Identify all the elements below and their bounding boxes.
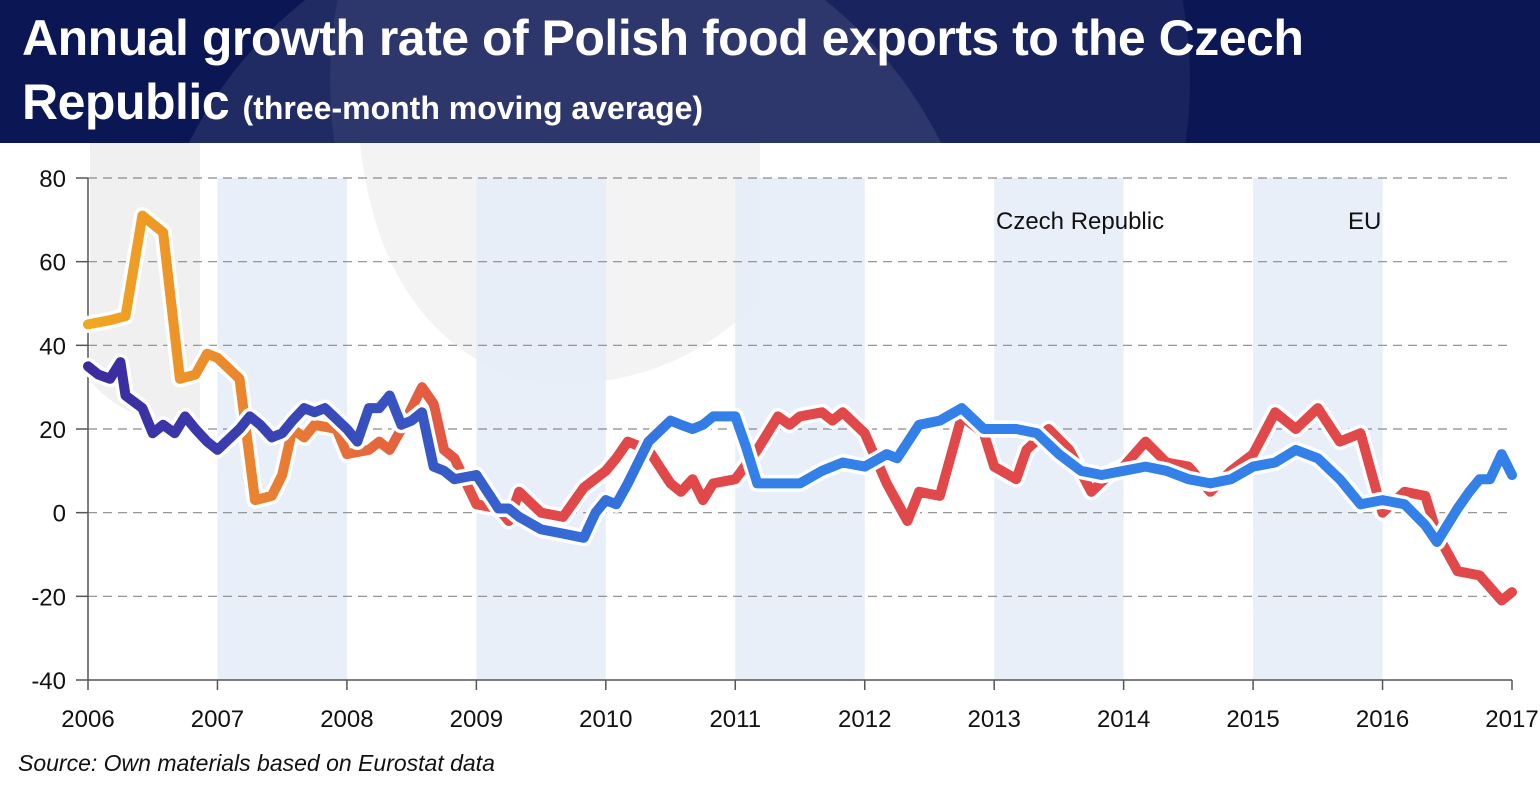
y-tick-label-60: 60: [39, 250, 66, 277]
y-tick-label-80: 80: [39, 166, 66, 193]
chart-subtitle: (three-month moving average): [242, 90, 704, 126]
legend: Czech Republic EU: [916, 208, 1381, 235]
y-axis-ticks: 80 60 40 20 0 -20 -40: [31, 166, 88, 695]
x-tick-label-2010: 2010: [579, 706, 632, 733]
series-line-eu: [83, 357, 1517, 547]
chart-title: Annual growth rate of Polish food export…: [22, 6, 1522, 140]
x-tick-label-2007: 2007: [191, 706, 244, 733]
x-axis-ticks: 2006 2007 2008 2009 2010 2011 2012 2013 2014 2015…: [61, 680, 1539, 733]
x-tick-label-2008: 2008: [320, 706, 373, 733]
y-tick-label--40: -40: [31, 668, 66, 695]
x-tick-label-2013: 2013: [967, 706, 1020, 733]
watermark-logo: [188, 0, 1190, 143]
y-tick-label-0: 0: [53, 501, 66, 528]
series-lines: [79, 207, 1521, 609]
source-note: Source: Own materials based on Eurostat …: [18, 750, 495, 776]
x-tick-label-2017: 2017: [1485, 706, 1538, 733]
y-tick-label--20: -20: [31, 584, 66, 611]
legend-label-czech: Czech Republic: [996, 208, 1164, 235]
x-tick-label-2014: 2014: [1097, 706, 1150, 733]
x-tick-label-2011: 2011: [709, 706, 761, 733]
legend-label-eu: EU: [1348, 208, 1381, 235]
y-tick-label-20: 20: [39, 417, 66, 444]
y-tick-label-40: 40: [39, 333, 66, 360]
title-text: Annual growth rate of Polish food export…: [22, 10, 1304, 130]
line-chart: 80 60 40 20 0 -20 -40 2006 2007 2008 2009 2010 2011…: [31, 143, 1539, 733]
title-banner: Annual growth rate of Polish food export…: [0, 0, 1540, 143]
x-tick-label-2009: 2009: [450, 706, 503, 733]
x-tick-label-2016: 2016: [1356, 706, 1409, 733]
x-tick-label-2006: 2006: [61, 706, 114, 733]
x-tick-label-2015: 2015: [1226, 706, 1279, 733]
x-tick-label-2012: 2012: [838, 706, 891, 733]
